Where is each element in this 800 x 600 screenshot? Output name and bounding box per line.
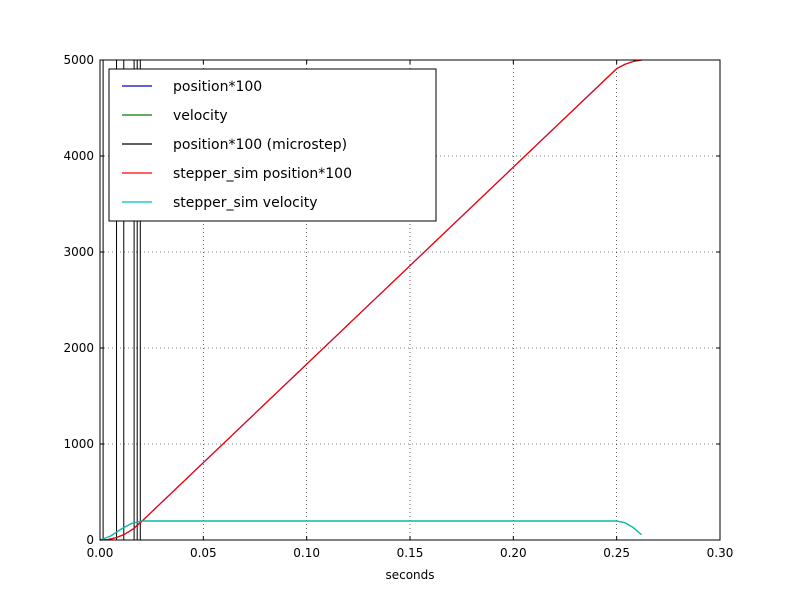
series-line-stepper-sim-velocity [99,520,642,541]
y-tick-label: 3000 [63,245,94,259]
x-tick-label: 0.00 [87,546,114,560]
legend-label: stepper_sim position*100 [173,166,352,182]
x-tick-label: 0.25 [603,546,630,560]
legend-label: stepper_sim velocity [173,195,318,211]
y-tick-label: 2000 [63,341,94,355]
series-line-stepper-sim-position-100 [99,59,642,541]
legend-item: stepper_sim position*100 [122,166,352,182]
y-tick-label: 1000 [63,437,94,451]
y-tick-label: 5000 [63,53,94,67]
x-tick-label: 0.05 [190,546,217,560]
x-tick-label: 0.10 [293,546,320,560]
legend-item: position*100 [122,79,262,95]
y-tick-label: 0 [86,533,94,547]
ticks: 0.00 0.05 0.10 0.15 0.20 0.25 0.30 0 1000 2000 300… [63,53,733,560]
legend-item: position*100 (microstep) [122,137,347,153]
x-tick-label: 0.30 [707,546,734,560]
legend-label: position*100 [173,79,262,95]
y-tick-label: 4000 [63,149,94,163]
legend-label: position*100 (microstep) [173,137,347,153]
x-axis-label: seconds [385,568,434,582]
legend-item: stepper_sim velocity [122,195,318,211]
legend-item: velocity [122,108,228,124]
x-tick-label: 0.15 [397,546,424,560]
x-tick-label: 0.20 [500,546,527,560]
legend-box [108,68,437,222]
legend: position*100 velocity position*100 (micros… [108,68,437,222]
legend-label: velocity [173,108,228,124]
